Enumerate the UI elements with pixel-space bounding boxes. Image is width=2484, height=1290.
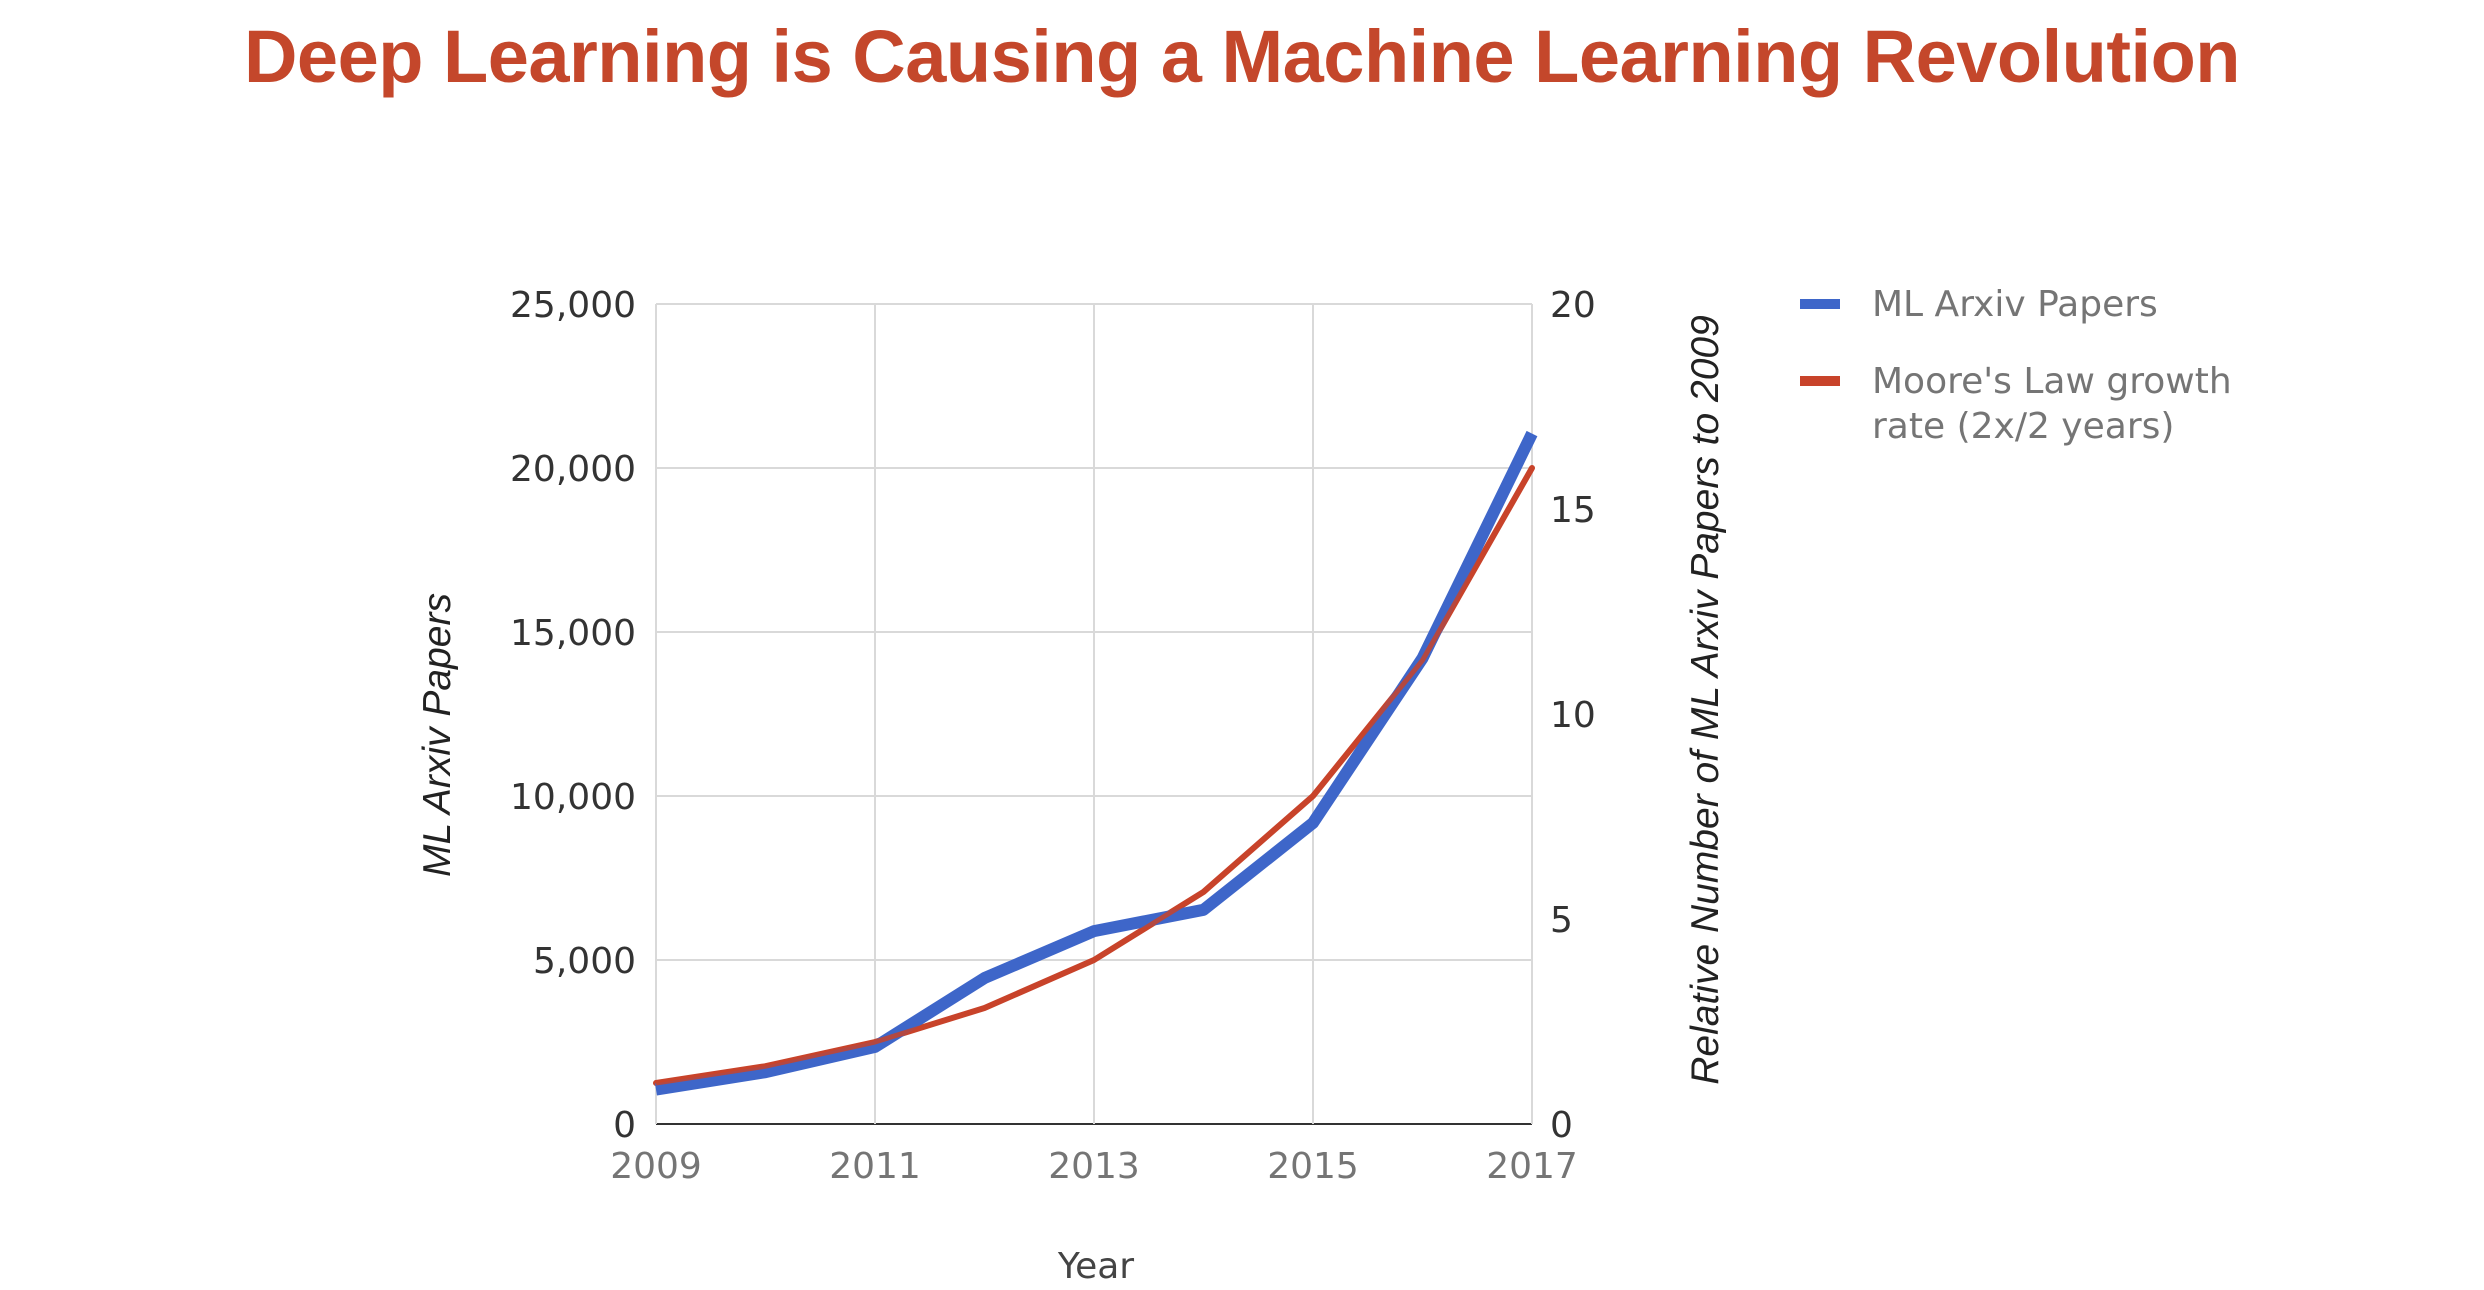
series-lines bbox=[653, 430, 1538, 1096]
legend: ML Arxiv Papers Moore's Law growth rate … bbox=[1800, 284, 2232, 447]
x-tick-label: 2009 bbox=[610, 1146, 702, 1187]
left-y-tick-label: 15,000 bbox=[510, 613, 636, 654]
x-tick-label: 2017 bbox=[1486, 1146, 1578, 1187]
x-tick-label: 2013 bbox=[1048, 1146, 1140, 1187]
left-y-tick-label: 20,000 bbox=[510, 449, 636, 490]
right-y-tick-label: 10 bbox=[1550, 695, 1596, 736]
legend-swatch-ml-arxiv-papers[interactable] bbox=[1800, 299, 1840, 309]
left-y-axis-label: ML Arxiv Papers bbox=[416, 593, 459, 877]
grid-lines bbox=[655, 303, 1533, 1125]
x-axis-label: Year bbox=[1057, 1246, 1134, 1287]
series-line-ml-arxiv-papers[interactable] bbox=[655, 430, 1538, 1096]
chart-title: Deep Learning is Causing a Machine Learn… bbox=[243, 15, 2241, 98]
left-y-tick-label: 0 bbox=[613, 1105, 636, 1146]
right-y-tick-label: 15 bbox=[1550, 490, 1596, 531]
legend-label-moores-law-line2: rate (2x/2 years) bbox=[1872, 406, 2174, 447]
legend-label-ml-arxiv-papers: ML Arxiv Papers bbox=[1872, 284, 2158, 325]
left-y-tick-label: 5,000 bbox=[533, 941, 636, 982]
x-tick-label: 2011 bbox=[829, 1146, 921, 1187]
series-line-moores-law-overlay bbox=[655, 466, 1535, 1086]
x-axis: 2009 2011 2013 2015 2017 bbox=[610, 1146, 1578, 1187]
right-y-tick-label: 5 bbox=[1550, 900, 1573, 941]
left-y-tick-label: 10,000 bbox=[510, 777, 636, 818]
legend-swatch-moores-law[interactable] bbox=[1800, 376, 1840, 386]
legend-label-moores-law: Moore's Law growth bbox=[1872, 361, 2232, 402]
left-y-axis: 0 5,000 10,000 15,000 20,000 25,000 bbox=[510, 285, 636, 1146]
right-y-axis: 0 5 10 15 20 bbox=[1550, 285, 1596, 1146]
right-y-tick-label: 20 bbox=[1550, 285, 1596, 326]
x-tick-label: 2015 bbox=[1267, 1146, 1359, 1187]
right-y-axis-label: Relative Number of ML Arxiv Papers to 20… bbox=[1684, 315, 1727, 1085]
left-y-tick-label: 25,000 bbox=[510, 285, 636, 326]
right-y-tick-label: 0 bbox=[1550, 1105, 1573, 1146]
